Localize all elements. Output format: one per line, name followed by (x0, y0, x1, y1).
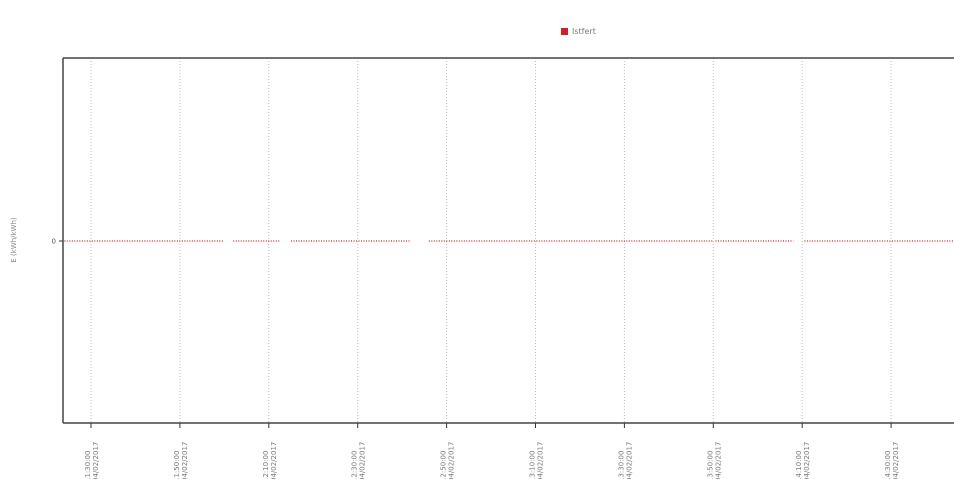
grid-lines (90, 58, 892, 423)
x-tick-date: 04/02/2017 (803, 442, 811, 479)
x-tick-time: 13:10:00 (529, 451, 537, 479)
legend-swatch-icon (561, 28, 568, 35)
x-tick-label: 12:10:00 04/02/2017 (262, 442, 278, 479)
x-tick-time: 13:30:00 (617, 451, 625, 479)
x-tick-label: 13:10:00 04/02/2017 (529, 442, 545, 479)
x-tick-label: 11:30:00 04/02/2017 (84, 442, 100, 479)
x-tick-date: 04/02/2017 (892, 442, 900, 479)
x-tick-date: 04/02/2017 (625, 442, 633, 479)
plot-area (63, 58, 954, 423)
y-tick-layer: 0 (52, 238, 63, 246)
x-tick-date: 04/02/2017 (537, 442, 545, 479)
x-tick-time: 14:10:00 (795, 451, 803, 479)
x-tick-label: 14:10:00 04/02/2017 (795, 442, 811, 479)
x-tick-date: 04/02/2017 (270, 442, 278, 479)
x-tick-time: 12:30:00 (351, 451, 359, 479)
x-tick-time: 14:30:00 (884, 451, 892, 479)
x-tick-time: 12:10:00 (262, 451, 270, 479)
legend-label: Istfert (572, 27, 596, 36)
x-tick-date: 04/02/2017 (448, 442, 456, 479)
x-tick-date: 04/02/2017 (714, 442, 722, 479)
x-tick-label: 12:50:00 04/02/2017 (440, 442, 456, 479)
x-tick-label: 11:50:00 04/02/2017 (173, 442, 189, 479)
x-tick-time: 11:30:00 (84, 451, 92, 479)
y-tick-label: 0 (52, 238, 56, 246)
x-tick-label: 12:30:00 04/02/2017 (351, 442, 367, 479)
x-tick-date: 04/02/2017 (92, 442, 100, 479)
x-tick-layer: 11:30:00 04/02/2017 11:50:00 04/02/2017 12:1… (84, 423, 900, 479)
x-tick-time: 13:50:00 (706, 451, 714, 479)
y-axis-label: E (kWh/kWh) (10, 217, 18, 263)
x-tick-date: 04/02/2017 (181, 442, 189, 479)
x-tick-date: 04/02/2017 (359, 442, 367, 479)
x-tick-label: 13:50:00 04/02/2017 (706, 442, 722, 479)
x-tick-time: 12:50:00 (440, 451, 448, 479)
x-tick-label: 13:30:00 04/02/2017 (617, 442, 633, 479)
legend: Istfert (561, 27, 596, 36)
x-tick-label: 14:30:00 04/02/2017 (884, 442, 900, 479)
x-tick-time: 11:50:00 (173, 451, 181, 479)
